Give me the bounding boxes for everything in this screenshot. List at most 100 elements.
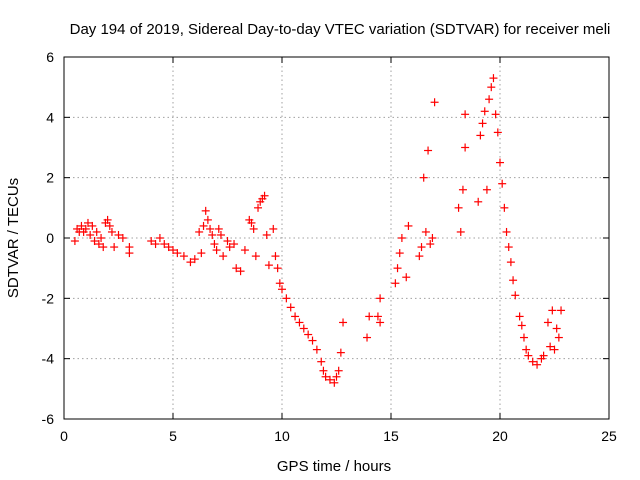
data-point	[552, 324, 561, 333]
data-point	[195, 227, 204, 236]
y-tick-label: 0	[46, 230, 54, 246]
data-point	[273, 264, 282, 273]
data-point	[317, 357, 326, 366]
data-point	[339, 318, 348, 327]
data-point	[543, 318, 552, 327]
data-point	[240, 246, 249, 255]
data-point	[219, 252, 228, 261]
x-tick-label: 15	[383, 428, 399, 444]
data-point	[376, 294, 385, 303]
data-point	[515, 312, 524, 321]
data-point	[376, 318, 385, 327]
data-point	[373, 312, 382, 321]
data-point	[151, 240, 160, 249]
data-point	[482, 185, 491, 194]
data-point	[260, 191, 269, 200]
data-point	[319, 366, 328, 375]
data-point	[125, 249, 134, 258]
data-point	[295, 318, 304, 327]
data-point	[225, 243, 234, 252]
data-point	[299, 324, 308, 333]
data-point	[278, 285, 286, 294]
data-point	[230, 240, 239, 249]
data-point	[86, 230, 95, 239]
data-point	[169, 246, 177, 255]
data-point	[247, 218, 256, 227]
data-point	[118, 234, 127, 242]
data-point	[271, 252, 280, 261]
data-point	[498, 179, 507, 188]
data-point	[286, 303, 295, 312]
data-point	[103, 215, 112, 224]
data-point	[504, 243, 513, 252]
data-point	[114, 230, 123, 239]
x-tick-label: 0	[60, 428, 68, 444]
data-point	[105, 221, 114, 230]
data-point	[480, 107, 489, 116]
data-point	[557, 306, 566, 315]
data-point	[415, 252, 424, 261]
data-point	[417, 243, 426, 252]
data-point	[94, 240, 103, 249]
data-point	[155, 234, 164, 242]
data-point	[201, 206, 210, 215]
x-tick-label: 20	[492, 428, 508, 444]
data-point	[485, 95, 494, 104]
data-point	[539, 351, 548, 360]
data-point	[190, 255, 199, 264]
data-point	[232, 264, 241, 273]
data-point	[304, 330, 313, 339]
data-point	[421, 227, 430, 236]
data-point	[517, 321, 526, 330]
x-tick-label: 10	[274, 428, 290, 444]
data-point	[456, 227, 465, 236]
data-point	[528, 357, 537, 366]
data-point	[395, 249, 404, 258]
data-point	[216, 230, 225, 239]
data-point	[236, 267, 245, 276]
data-point	[546, 342, 555, 351]
data-point	[489, 74, 498, 83]
y-tick-label: -2	[42, 290, 55, 306]
x-tick-label: 25	[601, 428, 617, 444]
data-point	[321, 372, 330, 381]
data-point	[203, 215, 212, 224]
data-point	[312, 345, 321, 354]
data-point	[107, 227, 116, 236]
data-point	[524, 351, 533, 360]
data-point	[502, 227, 511, 236]
data-point	[478, 119, 487, 128]
data-point	[269, 224, 278, 233]
data-point	[214, 224, 223, 233]
data-point	[212, 246, 221, 255]
y-tick-label: 6	[46, 49, 54, 65]
plot-frame	[63, 56, 610, 420]
data-point	[458, 185, 467, 194]
data-point	[173, 249, 182, 258]
data-point	[90, 237, 99, 246]
data-point	[402, 273, 411, 282]
data-point	[454, 203, 463, 212]
data-point	[92, 227, 101, 236]
data-point	[519, 333, 528, 342]
x-tick-label: 5	[169, 428, 177, 444]
data-point	[419, 173, 428, 182]
y-tick-label: 2	[46, 170, 54, 186]
data-point	[291, 312, 300, 321]
data-point	[363, 333, 372, 342]
data-point	[500, 203, 509, 212]
data-point	[509, 276, 518, 285]
y-tick-label: 4	[46, 109, 54, 125]
data-point	[254, 203, 263, 212]
data-point	[262, 230, 271, 239]
data-point	[428, 234, 437, 242]
x-axis-label: GPS time / hours	[277, 458, 391, 475]
data-point	[77, 221, 86, 230]
data-point	[88, 221, 97, 230]
chart-title: Day 194 of 2019, Sidereal Day-to-day VTE…	[70, 21, 611, 38]
data-point	[330, 378, 339, 387]
data-point	[97, 234, 106, 242]
data-point	[554, 333, 563, 342]
data-point	[550, 345, 559, 354]
